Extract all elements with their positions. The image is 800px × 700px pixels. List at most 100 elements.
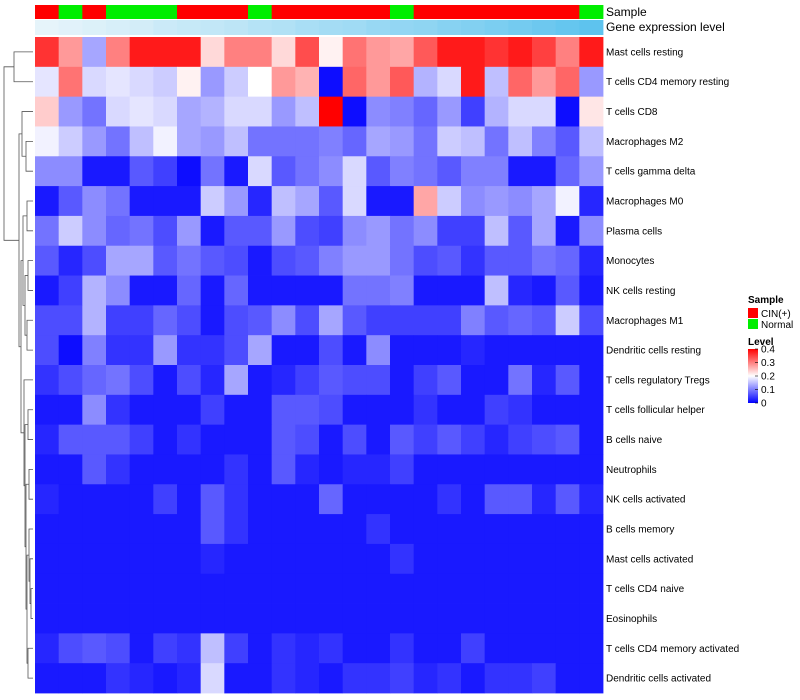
heatmap-cell bbox=[271, 365, 296, 396]
sample-annotation-label: Sample bbox=[606, 5, 647, 19]
heatmap-cell bbox=[106, 37, 131, 68]
heatmap-cell bbox=[177, 424, 202, 455]
heatmap-cell bbox=[390, 633, 415, 664]
gene-expression-annotation-cell bbox=[532, 20, 557, 35]
sample-annotation-cell bbox=[366, 5, 391, 19]
gene-expression-annotation-cell bbox=[319, 20, 344, 35]
heatmap-cell bbox=[342, 573, 367, 604]
heatmap-cell bbox=[437, 275, 462, 306]
heatmap-cell bbox=[461, 305, 486, 336]
heatmap-cell bbox=[437, 394, 462, 426]
gene-expression-annotation-cell bbox=[508, 20, 533, 35]
heatmap-cell bbox=[177, 663, 202, 694]
heatmap-cell bbox=[248, 275, 273, 306]
heatmap-cell bbox=[508, 543, 533, 575]
dendrogram-branch bbox=[13, 51, 33, 83]
heatmap-cell bbox=[484, 37, 509, 68]
heatmap-cell bbox=[271, 156, 296, 187]
heatmap-cell bbox=[366, 365, 391, 396]
heatmap-cell bbox=[461, 96, 486, 127]
heatmap-cell bbox=[82, 514, 107, 545]
heatmap-cell bbox=[82, 454, 107, 485]
heatmap-cell bbox=[200, 66, 225, 98]
gene-expression-annotation-cell bbox=[366, 20, 391, 35]
heatmap-cell bbox=[82, 126, 107, 157]
heatmap-cell bbox=[35, 514, 60, 545]
heatmap-cell bbox=[106, 156, 131, 187]
heatmap-cell bbox=[579, 484, 604, 515]
heatmap-cell bbox=[153, 305, 178, 336]
heatmap-cell bbox=[342, 543, 367, 575]
heatmap-cell bbox=[342, 245, 367, 276]
heatmap-cell bbox=[271, 335, 296, 366]
heatmap-cell bbox=[271, 305, 296, 336]
heatmap-cell bbox=[200, 186, 225, 217]
heatmap-cell bbox=[413, 543, 438, 575]
heatmap-cell bbox=[248, 156, 273, 187]
heatmap-cell bbox=[58, 573, 83, 604]
heatmap-cell bbox=[413, 305, 438, 336]
heatmap-cell bbox=[319, 156, 344, 187]
dendrogram-branch bbox=[27, 260, 33, 291]
heatmap-cell bbox=[461, 275, 486, 306]
heatmap-cell bbox=[58, 394, 83, 426]
heatmap-cell bbox=[200, 424, 225, 455]
heatmap-cell bbox=[58, 663, 83, 694]
heatmap-cell bbox=[58, 424, 83, 455]
legend-level-ticks: 0.4 0.3 0.2 0.1 0 bbox=[755, 345, 775, 410]
heatmap-cell bbox=[153, 37, 178, 68]
heatmap-cell bbox=[248, 543, 273, 575]
heatmap-cell bbox=[106, 484, 131, 515]
heatmap-cell bbox=[532, 514, 557, 545]
heatmap-cell bbox=[461, 156, 486, 187]
heatmap-cell bbox=[437, 603, 462, 634]
heatmap-cell bbox=[366, 663, 391, 694]
heatmap-cell bbox=[177, 305, 202, 336]
heatmap-cell bbox=[248, 335, 273, 366]
heatmap-cell bbox=[555, 394, 580, 426]
heatmap-cell bbox=[153, 454, 178, 485]
row-label: Macrophages M1 bbox=[606, 316, 684, 327]
dendrogram-branch bbox=[27, 647, 33, 679]
heatmap-cell bbox=[82, 394, 107, 426]
heatmap-cell bbox=[129, 156, 154, 187]
heatmap-cell bbox=[295, 454, 320, 485]
heatmap-cell bbox=[461, 573, 486, 604]
heatmap-cell bbox=[461, 126, 486, 157]
heatmap-cell bbox=[579, 245, 604, 276]
heatmap-cell bbox=[177, 633, 202, 664]
heatmap-cell bbox=[555, 215, 580, 247]
heatmap-cell bbox=[153, 156, 178, 187]
heatmap-cell bbox=[82, 66, 107, 98]
row-label: Macrophages M0 bbox=[606, 197, 684, 208]
heatmap-cell bbox=[295, 573, 320, 604]
heatmap-cell bbox=[555, 335, 580, 366]
heatmap-cell bbox=[58, 156, 83, 187]
heatmap-cell bbox=[437, 335, 462, 366]
heatmap-cell bbox=[579, 96, 604, 127]
heatmap-cell bbox=[82, 573, 107, 604]
heatmap-cell bbox=[366, 126, 391, 157]
heatmap-cell bbox=[106, 96, 131, 127]
heatmap-cell bbox=[555, 424, 580, 455]
heatmap-cell bbox=[129, 275, 154, 306]
heatmap-cell bbox=[35, 335, 60, 366]
heatmap-cell bbox=[342, 275, 367, 306]
heatmap-cell bbox=[579, 365, 604, 396]
heatmap-cell bbox=[129, 126, 154, 157]
heatmap-cell bbox=[508, 126, 533, 157]
heatmap-cell bbox=[319, 484, 344, 515]
heatmap-cell bbox=[579, 66, 604, 98]
heatmap-cell bbox=[58, 365, 83, 396]
heatmap-cell bbox=[508, 484, 533, 515]
heatmap-cell bbox=[224, 633, 249, 664]
heatmap-cell bbox=[248, 186, 273, 217]
heatmap-cell bbox=[508, 96, 533, 127]
heatmap-cell bbox=[437, 305, 462, 336]
heatmap-cell bbox=[437, 573, 462, 604]
heatmap-cell bbox=[579, 603, 604, 634]
heatmap-cell bbox=[82, 335, 107, 366]
row-label: T cells regulatory Tregs bbox=[606, 375, 710, 386]
heatmap-cell bbox=[129, 514, 154, 545]
row-label: Plasma cells bbox=[606, 226, 662, 237]
